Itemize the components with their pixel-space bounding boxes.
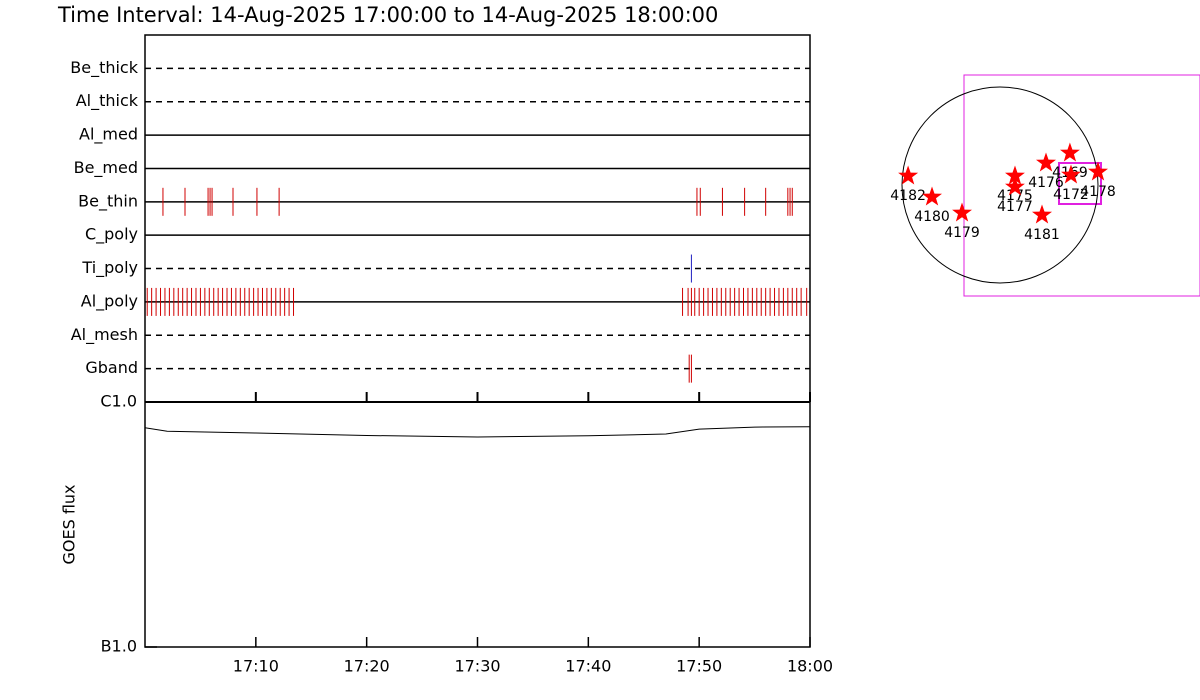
- x-tick-label: 17:30: [454, 657, 500, 676]
- region-star: [1088, 161, 1108, 181]
- region-star: [1005, 176, 1025, 196]
- region-star: [1060, 142, 1080, 162]
- channel-label: Al_poly: [81, 291, 138, 311]
- region-label: 4176: [1028, 175, 1064, 191]
- channel-label: Be_thick: [70, 58, 138, 78]
- plot-frame: [144, 34, 811, 648]
- region-label: 4182: [890, 188, 926, 204]
- y-axis-label: GOES flux: [60, 484, 79, 564]
- region-star: [1032, 204, 1052, 224]
- region-star: [898, 165, 919, 185]
- channel-label: Al_mesh: [71, 325, 138, 345]
- region-star: [1005, 165, 1025, 185]
- region-label: 4180: [914, 209, 950, 225]
- region-label: 4179: [944, 225, 980, 241]
- region-star: [1036, 152, 1056, 172]
- channel-label: Ti_poly: [81, 258, 138, 278]
- region-star: [1061, 164, 1081, 184]
- x-tick-label: 17:40: [565, 657, 611, 676]
- x-tick-label: 17:10: [233, 657, 279, 676]
- fov-box: [963, 74, 1200, 297]
- region-label: 4178: [1080, 184, 1116, 200]
- region-label: 4177: [997, 199, 1033, 215]
- x-tick-label: 17:50: [676, 657, 722, 676]
- solar-disk: [901, 86, 1099, 284]
- channel-label: Al_thick: [76, 91, 139, 111]
- region-star: [922, 186, 942, 206]
- x-tick-label: 18:00: [787, 657, 833, 676]
- x-tick-label: 17:20: [344, 657, 390, 676]
- region-star: [952, 202, 972, 222]
- region-label: 4172: [1053, 187, 1089, 203]
- channel-label: Al_med: [79, 125, 138, 145]
- region-label: 4175: [997, 188, 1033, 204]
- goes-line: [144, 426, 811, 438]
- channel-label: C_poly: [85, 225, 138, 245]
- y-tick-label: C1.0: [100, 392, 137, 411]
- channel-label: Be_med: [74, 158, 138, 178]
- y-tick-label: B1.0: [101, 637, 137, 656]
- channel-label: Be_thin: [78, 191, 138, 211]
- channel-label: Gband: [85, 358, 138, 377]
- target-box: [1058, 162, 1102, 205]
- region-label: 4181: [1024, 227, 1060, 243]
- title: Time Interval: 14-Aug-2025 17:00:00 to 1…: [57, 3, 718, 27]
